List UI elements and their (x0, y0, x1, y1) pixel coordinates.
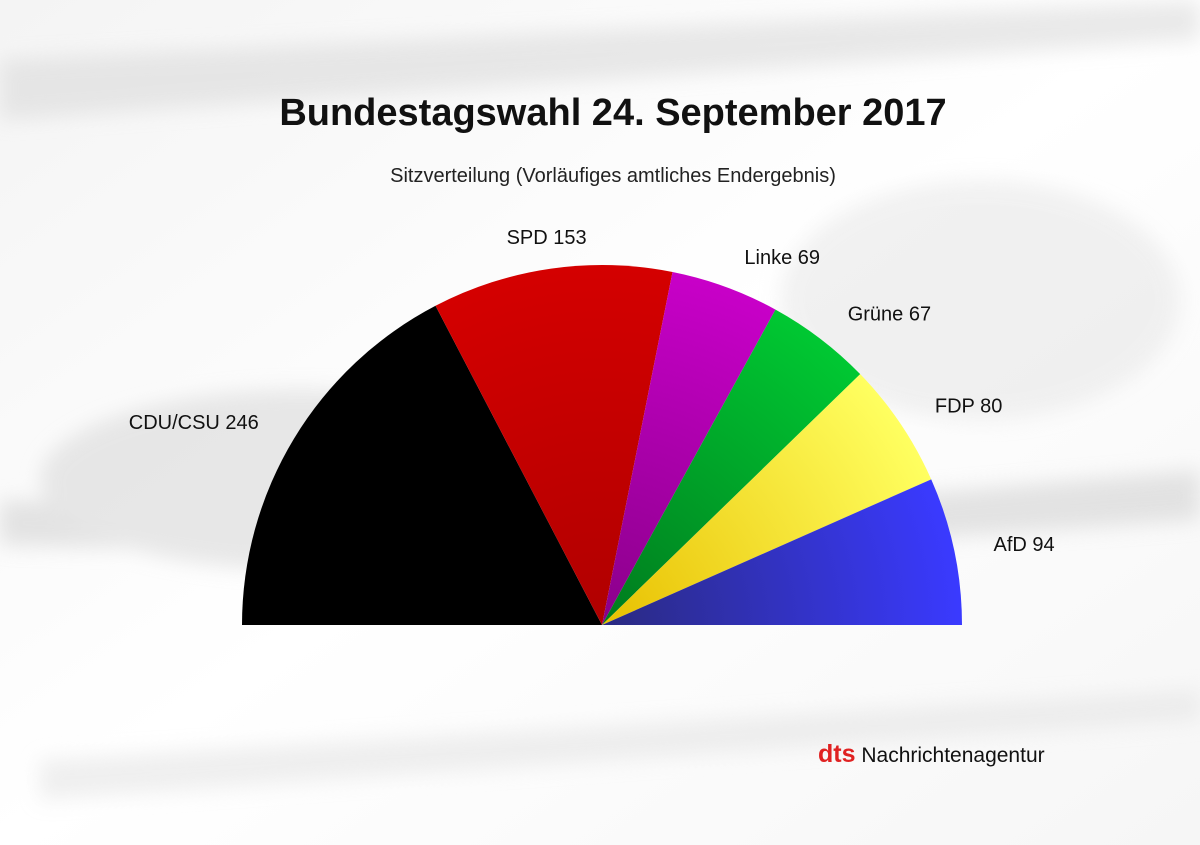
slice-fdp (602, 374, 932, 625)
slice-linke (602, 271, 776, 625)
slice-spd (435, 265, 673, 625)
label-afd: AfD 94 (994, 534, 1055, 556)
label-spd: SPD 153 (507, 227, 587, 249)
brand-logo: dts Nachrichtenagentur (818, 740, 1045, 769)
chart-subtitle: Sitzverteilung (Vorläufiges amtliches En… (390, 165, 836, 187)
brand-mark: dts (818, 740, 856, 768)
slice-gr-ne (602, 309, 861, 625)
chart-title: Bundestagswahl 24. September 2017 (279, 92, 947, 134)
label-fdp: FDP 80 (935, 396, 1002, 418)
label-linke: Linke 69 (744, 247, 820, 269)
brand-name: Nachrichtenagentur (861, 744, 1045, 767)
slice-afd (602, 479, 962, 625)
label-gr-ne: Grüne 67 (848, 303, 931, 325)
label-cdu-csu: CDU/CSU 246 (129, 412, 259, 434)
slice-cdu-csu (242, 305, 602, 625)
